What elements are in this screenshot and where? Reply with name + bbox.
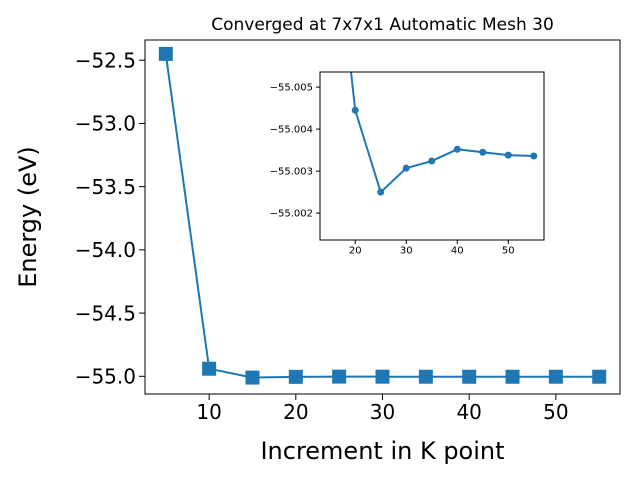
x-tick-label: 50 [543, 400, 568, 424]
y-tick-label: −55.0 [75, 365, 136, 389]
marker [402, 164, 410, 172]
y-tick-label: −54.0 [75, 238, 136, 262]
marker [530, 152, 538, 160]
marker [592, 369, 607, 384]
y-tick-label: −55.005 [270, 83, 313, 94]
marker [158, 46, 173, 61]
x-tick-label: 10 [196, 400, 221, 424]
marker [479, 148, 487, 156]
marker [375, 369, 390, 384]
x-tick-label: 40 [456, 400, 481, 424]
axes-frame [319, 71, 545, 241]
x-tick-label: 40 [451, 246, 464, 257]
marker [288, 369, 303, 384]
y-tick-label: −54.5 [75, 301, 136, 325]
x-tick-label: 20 [283, 400, 308, 424]
marker [548, 369, 563, 384]
marker [332, 369, 347, 384]
y-tick-label: −52.5 [75, 48, 136, 72]
y-axis-label: Energy (eV) [14, 146, 42, 288]
marker [428, 157, 436, 165]
x-tick-label: 30 [400, 246, 413, 257]
x-tick-label: 30 [370, 400, 395, 424]
marker [377, 188, 385, 196]
x-tick-label: 50 [502, 246, 515, 257]
marker [504, 151, 512, 159]
x-tick-label: 20 [349, 246, 362, 257]
marker [453, 145, 461, 153]
marker [245, 370, 260, 385]
marker [462, 369, 477, 384]
marker [351, 106, 359, 114]
y-tick-label: −55.002 [270, 209, 313, 220]
marker [505, 369, 520, 384]
marker [202, 361, 217, 376]
plot-content [158, 46, 607, 385]
y-tick-label: −53.5 [75, 175, 136, 199]
y-tick-label: −55.004 [270, 125, 313, 136]
y-tick-label: −55.003 [270, 167, 313, 178]
y-tick-label: −53.0 [75, 112, 136, 136]
marker [418, 369, 433, 384]
x-axis-label: Increment in K point [260, 437, 504, 465]
plot-content [350, 72, 538, 196]
chart-title: Converged at 7x7x1 Automatic Mesh 30 [211, 15, 554, 35]
